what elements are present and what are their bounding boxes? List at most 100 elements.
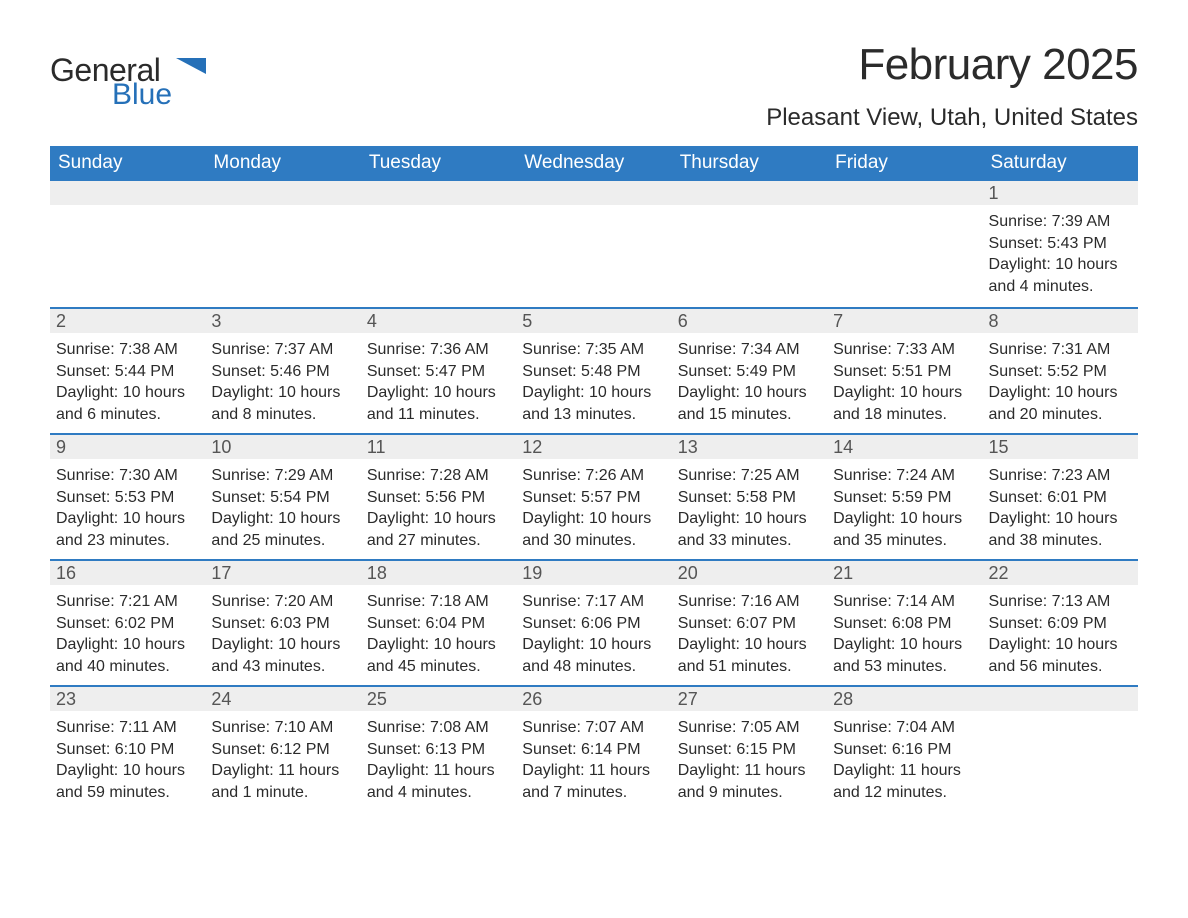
daylight-text: Daylight: 10 hours bbox=[989, 508, 1132, 530]
day-number: 1 bbox=[989, 183, 999, 203]
week-row: 1Sunrise: 7:39 AMSunset: 5:43 PMDaylight… bbox=[50, 181, 1138, 307]
day-number: 23 bbox=[56, 689, 76, 709]
sunrise-text: Sunrise: 7:28 AM bbox=[367, 465, 510, 487]
day-cell bbox=[672, 181, 827, 307]
day-body: Sunrise: 7:14 AMSunset: 6:08 PMDaylight:… bbox=[827, 585, 982, 681]
daynum-strip: 3 bbox=[205, 309, 360, 333]
day-cell: 21Sunrise: 7:14 AMSunset: 6:08 PMDayligh… bbox=[827, 561, 982, 685]
day-number: 27 bbox=[678, 689, 698, 709]
daylight-text: Daylight: 10 hours bbox=[989, 382, 1132, 404]
daylight-text: Daylight: 10 hours bbox=[367, 634, 510, 656]
sunrise-text: Sunrise: 7:16 AM bbox=[678, 591, 821, 613]
sunset-text: Sunset: 5:48 PM bbox=[522, 361, 665, 383]
daylight-text: and 6 minutes. bbox=[56, 404, 199, 426]
daynum-strip: 15 bbox=[983, 435, 1138, 459]
daylight-text: Daylight: 10 hours bbox=[56, 760, 199, 782]
day-cell: 17Sunrise: 7:20 AMSunset: 6:03 PMDayligh… bbox=[205, 561, 360, 685]
week-row: 2Sunrise: 7:38 AMSunset: 5:44 PMDaylight… bbox=[50, 307, 1138, 433]
sunset-text: Sunset: 6:09 PM bbox=[989, 613, 1132, 635]
day-cell: 27Sunrise: 7:05 AMSunset: 6:15 PMDayligh… bbox=[672, 687, 827, 811]
daylight-text: and 48 minutes. bbox=[522, 656, 665, 678]
day-number: 6 bbox=[678, 311, 688, 331]
day-number: 10 bbox=[211, 437, 231, 457]
week-row: 23Sunrise: 7:11 AMSunset: 6:10 PMDayligh… bbox=[50, 685, 1138, 811]
daynum-strip: 27 bbox=[672, 687, 827, 711]
day-body: Sunrise: 7:38 AMSunset: 5:44 PMDaylight:… bbox=[50, 333, 205, 429]
day-body: Sunrise: 7:17 AMSunset: 6:06 PMDaylight:… bbox=[516, 585, 671, 681]
sunset-text: Sunset: 5:49 PM bbox=[678, 361, 821, 383]
daylight-text: and 13 minutes. bbox=[522, 404, 665, 426]
daylight-text: and 27 minutes. bbox=[367, 530, 510, 552]
day-number: 17 bbox=[211, 563, 231, 583]
day-cell: 10Sunrise: 7:29 AMSunset: 5:54 PMDayligh… bbox=[205, 435, 360, 559]
sunrise-text: Sunrise: 7:29 AM bbox=[211, 465, 354, 487]
daylight-text: and 8 minutes. bbox=[211, 404, 354, 426]
sunrise-text: Sunrise: 7:17 AM bbox=[522, 591, 665, 613]
day-cell: 4Sunrise: 7:36 AMSunset: 5:47 PMDaylight… bbox=[361, 309, 516, 433]
daylight-text: Daylight: 10 hours bbox=[56, 382, 199, 404]
sunrise-text: Sunrise: 7:23 AM bbox=[989, 465, 1132, 487]
day-cell: 16Sunrise: 7:21 AMSunset: 6:02 PMDayligh… bbox=[50, 561, 205, 685]
sunset-text: Sunset: 6:15 PM bbox=[678, 739, 821, 761]
daynum-strip: 7 bbox=[827, 309, 982, 333]
day-body: Sunrise: 7:04 AMSunset: 6:16 PMDaylight:… bbox=[827, 711, 982, 807]
day-number: 13 bbox=[678, 437, 698, 457]
sunrise-text: Sunrise: 7:21 AM bbox=[56, 591, 199, 613]
daynum-strip bbox=[983, 687, 1138, 711]
daynum-strip: 21 bbox=[827, 561, 982, 585]
day-number: 2 bbox=[56, 311, 66, 331]
daylight-text: Daylight: 10 hours bbox=[211, 508, 354, 530]
daylight-text: and 56 minutes. bbox=[989, 656, 1132, 678]
daynum-strip: 12 bbox=[516, 435, 671, 459]
day-cell bbox=[361, 181, 516, 307]
sunrise-text: Sunrise: 7:34 AM bbox=[678, 339, 821, 361]
sunset-text: Sunset: 5:56 PM bbox=[367, 487, 510, 509]
daynum-strip: 9 bbox=[50, 435, 205, 459]
daynum-strip: 19 bbox=[516, 561, 671, 585]
weekday-header-row: SundayMondayTuesdayWednesdayThursdayFrid… bbox=[50, 146, 1138, 181]
daynum-strip: 22 bbox=[983, 561, 1138, 585]
daylight-text: Daylight: 11 hours bbox=[678, 760, 821, 782]
weeks-container: 1Sunrise: 7:39 AMSunset: 5:43 PMDaylight… bbox=[50, 181, 1138, 811]
daylight-text: Daylight: 10 hours bbox=[367, 382, 510, 404]
daylight-text: Daylight: 11 hours bbox=[367, 760, 510, 782]
weekday-sunday: Sunday bbox=[50, 146, 205, 181]
location-subtitle: Pleasant View, Utah, United States bbox=[766, 104, 1138, 132]
sunrise-text: Sunrise: 7:39 AM bbox=[989, 211, 1132, 233]
sunrise-text: Sunrise: 7:20 AM bbox=[211, 591, 354, 613]
day-body: Sunrise: 7:29 AMSunset: 5:54 PMDaylight:… bbox=[205, 459, 360, 555]
sunrise-text: Sunrise: 7:37 AM bbox=[211, 339, 354, 361]
sunset-text: Sunset: 5:46 PM bbox=[211, 361, 354, 383]
calendar: SundayMondayTuesdayWednesdayThursdayFrid… bbox=[50, 146, 1138, 811]
daynum-strip: 16 bbox=[50, 561, 205, 585]
day-cell: 6Sunrise: 7:34 AMSunset: 5:49 PMDaylight… bbox=[672, 309, 827, 433]
daylight-text: and 59 minutes. bbox=[56, 782, 199, 804]
daylight-text: and 20 minutes. bbox=[989, 404, 1132, 426]
sunrise-text: Sunrise: 7:36 AM bbox=[367, 339, 510, 361]
day-number: 24 bbox=[211, 689, 231, 709]
day-cell: 3Sunrise: 7:37 AMSunset: 5:46 PMDaylight… bbox=[205, 309, 360, 433]
day-cell: 23Sunrise: 7:11 AMSunset: 6:10 PMDayligh… bbox=[50, 687, 205, 811]
day-number: 28 bbox=[833, 689, 853, 709]
daylight-text: Daylight: 10 hours bbox=[678, 634, 821, 656]
sunset-text: Sunset: 6:04 PM bbox=[367, 613, 510, 635]
day-body: Sunrise: 7:24 AMSunset: 5:59 PMDaylight:… bbox=[827, 459, 982, 555]
daynum-strip: 13 bbox=[672, 435, 827, 459]
day-body: Sunrise: 7:20 AMSunset: 6:03 PMDaylight:… bbox=[205, 585, 360, 681]
sunset-text: Sunset: 5:54 PM bbox=[211, 487, 354, 509]
sunrise-text: Sunrise: 7:11 AM bbox=[56, 717, 199, 739]
sunrise-text: Sunrise: 7:04 AM bbox=[833, 717, 976, 739]
day-body: Sunrise: 7:28 AMSunset: 5:56 PMDaylight:… bbox=[361, 459, 516, 555]
daylight-text: and 12 minutes. bbox=[833, 782, 976, 804]
daynum-strip: 2 bbox=[50, 309, 205, 333]
sunset-text: Sunset: 6:13 PM bbox=[367, 739, 510, 761]
daylight-text: Daylight: 10 hours bbox=[522, 508, 665, 530]
day-cell bbox=[827, 181, 982, 307]
sunrise-text: Sunrise: 7:08 AM bbox=[367, 717, 510, 739]
daylight-text: Daylight: 10 hours bbox=[367, 508, 510, 530]
sunset-text: Sunset: 6:12 PM bbox=[211, 739, 354, 761]
weekday-saturday: Saturday bbox=[983, 146, 1138, 181]
logo-blue: Blue bbox=[112, 80, 172, 110]
day-number: 18 bbox=[367, 563, 387, 583]
day-cell: 12Sunrise: 7:26 AMSunset: 5:57 PMDayligh… bbox=[516, 435, 671, 559]
